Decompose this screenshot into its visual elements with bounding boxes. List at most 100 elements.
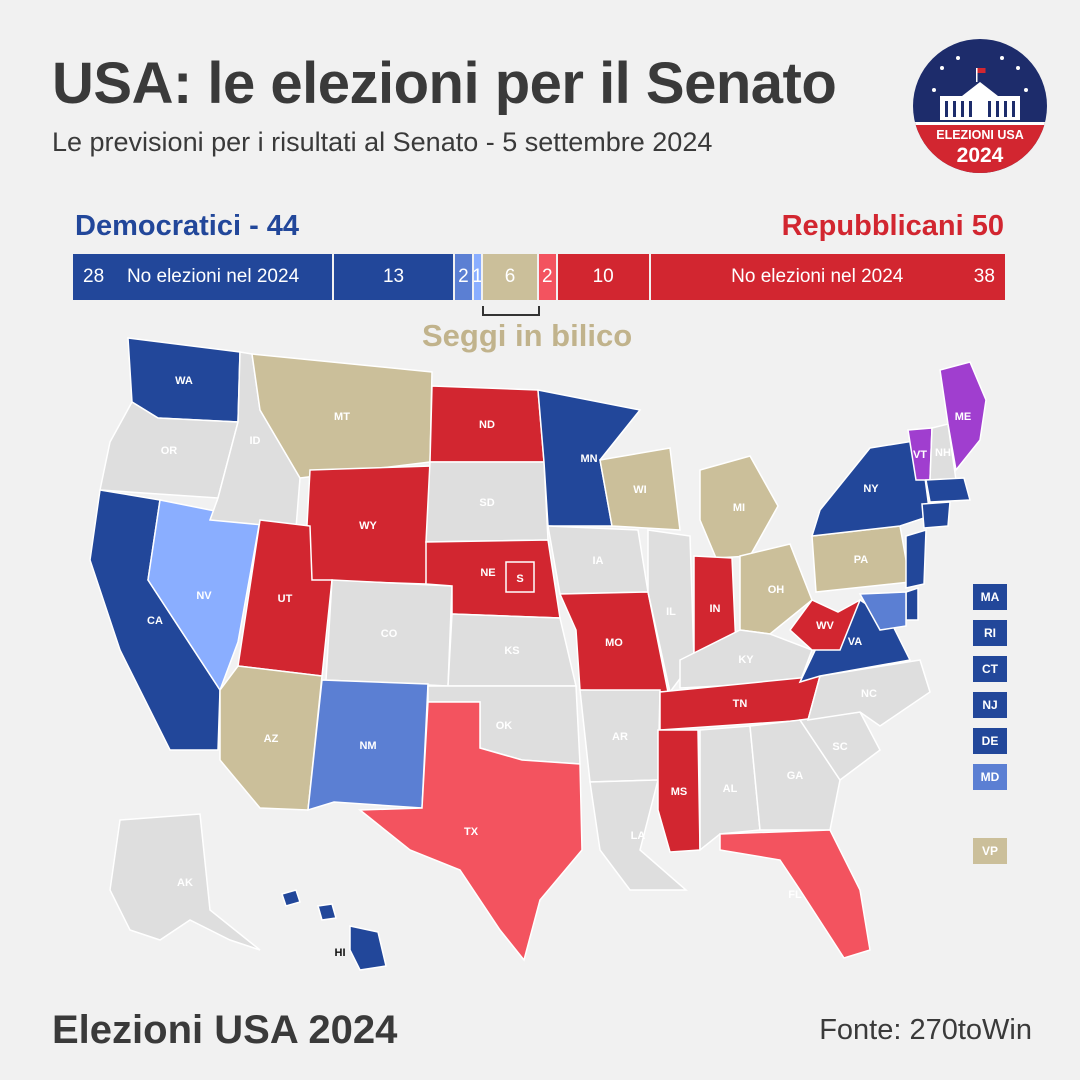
state-label-nc: NC bbox=[861, 688, 877, 700]
state-wi bbox=[599, 447, 681, 531]
tossup-label: Seggi in bilico bbox=[422, 318, 633, 353]
ne-special-box bbox=[505, 561, 535, 593]
state-label-mn: MN bbox=[580, 453, 597, 465]
state-label-ny: NY bbox=[863, 483, 879, 495]
state-ct bbox=[921, 501, 951, 529]
state-label-hi: HI bbox=[335, 947, 346, 959]
state-label-or: OR bbox=[161, 445, 178, 457]
state-label-in: IN bbox=[710, 603, 721, 615]
state-az bbox=[219, 665, 323, 811]
bar-segment-count: 28 bbox=[83, 266, 105, 287]
state-md bbox=[858, 591, 907, 631]
state-label-wa: WA bbox=[175, 375, 193, 387]
bar-segment-dem-safe: 13 bbox=[333, 254, 456, 300]
state-tx bbox=[357, 701, 583, 962]
bar-segment-dem-likely: 2 bbox=[455, 254, 474, 300]
bar-segment-count: 2 bbox=[541, 266, 553, 287]
state-label-wy: WY bbox=[359, 520, 377, 532]
logo-text-line1: ELEZIONI USA bbox=[936, 128, 1024, 142]
footer-source: Fonte: 270toWin bbox=[819, 1014, 1032, 1046]
state-nc bbox=[806, 659, 931, 727]
bar-segment-count: 1 bbox=[474, 266, 481, 288]
state-label-wv: WV bbox=[816, 620, 834, 632]
page-title: USA: le elezioni per il Senato bbox=[52, 51, 837, 116]
legend-box-vp: VP bbox=[973, 838, 1007, 864]
footer-left: Elezioni USA 2024 bbox=[52, 1008, 398, 1052]
us-senate-map: S WA OR CA NV ID MT WY UT AZ CO NM ND SD NE KS OK TX MN IA… bbox=[89, 337, 987, 971]
republicans-total: Repubblicani 50 bbox=[781, 210, 1004, 242]
state-ms bbox=[657, 729, 701, 853]
state-label-wi: WI bbox=[633, 484, 646, 496]
state-label-sd: SD bbox=[479, 497, 494, 509]
bar-segment-count: 10 bbox=[592, 266, 614, 287]
state-label-la: LA bbox=[631, 830, 646, 842]
state-label-nh: NH bbox=[935, 447, 951, 459]
state-label-tx: TX bbox=[464, 826, 479, 838]
state-label-ut: UT bbox=[278, 593, 293, 605]
state-label-ne: NE bbox=[480, 567, 495, 579]
state-ak bbox=[109, 813, 261, 951]
legend-box-ri: RI bbox=[973, 620, 1007, 646]
legend-box-ct: CT bbox=[973, 656, 1007, 682]
state-label-mo: MO bbox=[605, 637, 623, 649]
state-label-ms: MS bbox=[671, 786, 688, 798]
bar-segment-dem-lean: 1 bbox=[473, 254, 484, 300]
state-label-nd: ND bbox=[479, 419, 495, 431]
legend-box-nj: NJ bbox=[973, 692, 1007, 718]
state-label-il: IL bbox=[666, 606, 676, 618]
state-label-co: CO bbox=[381, 628, 398, 640]
bar-segment-dem-safe-noelect: 28 No elezioni nel 2024 bbox=[73, 254, 334, 300]
state-label-al: AL bbox=[723, 783, 738, 795]
state-wv bbox=[788, 598, 862, 651]
bar-segment-rep-likely: 2 bbox=[538, 254, 558, 300]
legend-box-ma: MA bbox=[973, 584, 1007, 610]
state-label-oh: OH bbox=[768, 584, 785, 596]
logo-text-line2: 2024 bbox=[957, 144, 1004, 167]
legend-box-de: DE bbox=[973, 728, 1007, 754]
state-nm bbox=[307, 679, 429, 812]
bar-segment-tossup: 6 bbox=[483, 254, 539, 300]
state-label-ga: GA bbox=[787, 770, 804, 782]
state-label-ks: KS bbox=[504, 645, 519, 657]
state-label-pa: PA bbox=[854, 554, 869, 566]
democrats-total: Democratici - 44 bbox=[75, 210, 300, 242]
elezioni-usa-logo: ELEZIONI USA 2024 bbox=[913, 39, 1047, 173]
bar-segment-count: 6 bbox=[504, 266, 516, 287]
state-label-me: ME bbox=[955, 411, 972, 423]
state-ma bbox=[925, 477, 971, 503]
state-nj bbox=[905, 528, 927, 589]
state-label-ok: OK bbox=[496, 720, 513, 732]
bar-segment-note: 38 bbox=[973, 266, 995, 287]
state-label-vt: VT bbox=[913, 449, 927, 461]
page-subtitle: Le previsioni per i risultati al Senato … bbox=[52, 127, 713, 157]
state-label-va: VA bbox=[848, 636, 863, 648]
state-me bbox=[939, 361, 987, 472]
state-label-nm: NM bbox=[359, 740, 376, 752]
bar-segment-rep-safe-noelect: No elezioni nel 2024 38 bbox=[650, 254, 1005, 300]
state-fl bbox=[719, 829, 871, 959]
state-label-nv: NV bbox=[196, 590, 212, 602]
state-label-mi: MI bbox=[733, 502, 745, 514]
ne-special-label: S bbox=[516, 573, 523, 585]
state-hi bbox=[281, 889, 387, 971]
state-de bbox=[905, 586, 919, 621]
tossup-bracket bbox=[482, 306, 540, 316]
state-oh bbox=[739, 543, 813, 635]
state-label-ky: KY bbox=[738, 654, 754, 666]
bar-segment-count: No elezioni nel 2024 bbox=[731, 266, 904, 287]
state-label-az: AZ bbox=[264, 733, 279, 745]
bar-segment-count: 13 bbox=[382, 266, 405, 287]
state-label-mt: MT bbox=[334, 411, 350, 423]
state-label-fl: FL bbox=[788, 889, 802, 901]
legend-box-md: MD bbox=[973, 764, 1007, 790]
state-label-ar: AR bbox=[612, 731, 628, 743]
state-label-sc: SC bbox=[832, 741, 847, 753]
bar-segment-rep-safe: 10 bbox=[557, 254, 651, 300]
state-label-tn: TN bbox=[733, 698, 748, 710]
state-label-id: ID bbox=[250, 435, 261, 447]
state-label-ak: AK bbox=[177, 877, 193, 889]
bar-segment-note: No elezioni nel 2024 bbox=[126, 266, 300, 287]
state-label-ca: CA bbox=[147, 615, 163, 627]
state-label-ia: IA bbox=[593, 555, 604, 567]
